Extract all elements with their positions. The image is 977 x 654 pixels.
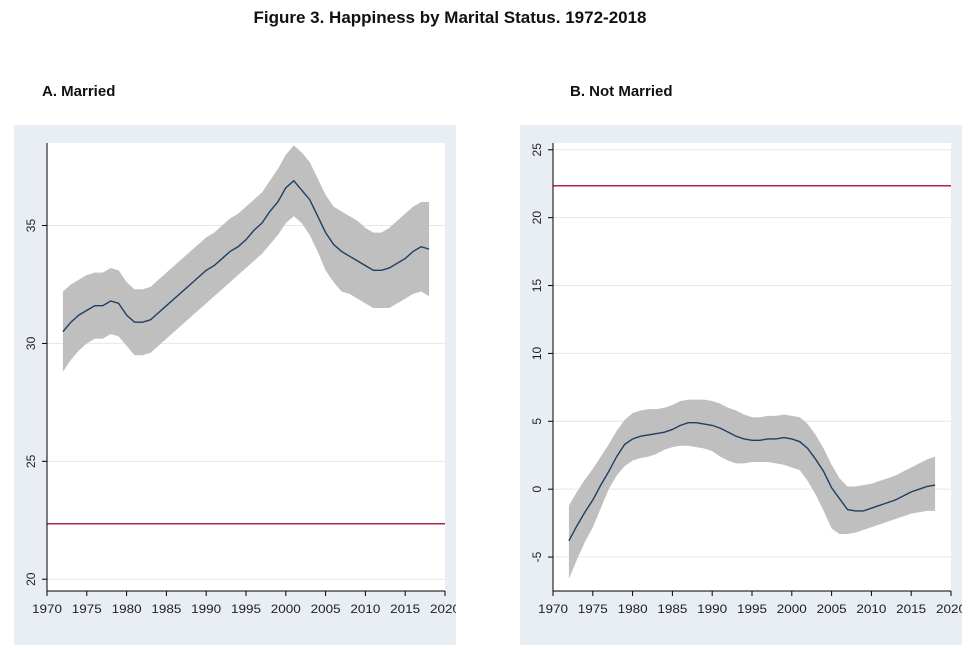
panel-a-y-tick-label: 30 bbox=[24, 336, 38, 350]
panel-b-plot-area bbox=[553, 143, 951, 591]
panel-b-x-tick-label: 1975 bbox=[578, 602, 608, 616]
panel-a-x-tick-label: 2020 bbox=[430, 602, 456, 616]
panel-a-title: A. Married bbox=[42, 83, 116, 100]
panel-a-x-tick-label: 1985 bbox=[151, 602, 181, 616]
panel-b-y-tick-label: 20 bbox=[530, 211, 544, 225]
panel-b-series-line bbox=[568, 421, 936, 542]
panel-b-x-tick-label: 1995 bbox=[737, 602, 767, 616]
panel-a-x-tick-label: 2000 bbox=[271, 602, 301, 616]
panel-b-x-tick-label: 1980 bbox=[618, 602, 648, 616]
panel-b-chart: 1970 1975 1980 1985 1990 1995 2000 2005 2010 2015… bbox=[520, 125, 962, 645]
panel-a-y-tick-label: 25 bbox=[24, 454, 38, 468]
panel-b-x-tick-label: 2010 bbox=[856, 602, 886, 616]
panel-b-title: B. Not Married bbox=[570, 83, 673, 100]
panel-a-x-tick-label: 2015 bbox=[390, 602, 420, 616]
panel-a-y-tick-label: 20 bbox=[24, 572, 38, 586]
panel-b-y-tick-label: 0 bbox=[530, 486, 544, 493]
panel-b-x-tick-label: 1985 bbox=[657, 602, 687, 616]
panel-b-y-tick-label: -5 bbox=[530, 551, 544, 562]
panel-a-x-tick-label: 1980 bbox=[112, 602, 142, 616]
panel-a-chart: 1970 1975 1980 1985 1990 1995 2000 2005 2010 2015… bbox=[14, 125, 456, 645]
panel-a-x-tick-label: 2010 bbox=[350, 602, 380, 616]
panel-b-y-tick-label: 10 bbox=[530, 346, 544, 360]
panel-a-x-tick-label: 1995 bbox=[231, 602, 261, 616]
panel-b-x-tick-label: 1990 bbox=[697, 602, 727, 616]
panel-b-x-tick-label: 2000 bbox=[777, 602, 807, 616]
panel-a-x-tick-label: 2005 bbox=[311, 602, 341, 616]
panel-b-y-tick-label: 15 bbox=[530, 279, 544, 293]
figure-title: Figure 3. Happiness by Marital Status. 1… bbox=[253, 8, 647, 27]
panel-a-confidence-band bbox=[62, 145, 430, 372]
panel-a-series-line bbox=[62, 179, 430, 333]
panel-a-x-tick-label: 1975 bbox=[72, 602, 102, 616]
panel-a-y-tick-label: 35 bbox=[24, 219, 38, 233]
panel-a-x-tick-label: 1990 bbox=[191, 602, 221, 616]
panel-b-x-tick-label: 2005 bbox=[817, 602, 847, 616]
panel-b-x-tick-label: 2015 bbox=[896, 602, 926, 616]
panel-a-x-tick-label: 1970 bbox=[32, 602, 62, 616]
panel-b-y-tick-label: 5 bbox=[530, 418, 544, 425]
panel-b-y-tick-label: 25 bbox=[530, 143, 544, 157]
panel-b-x-tick-label: 1970 bbox=[538, 602, 568, 616]
panel-b-x-tick-label: 2020 bbox=[936, 602, 962, 616]
